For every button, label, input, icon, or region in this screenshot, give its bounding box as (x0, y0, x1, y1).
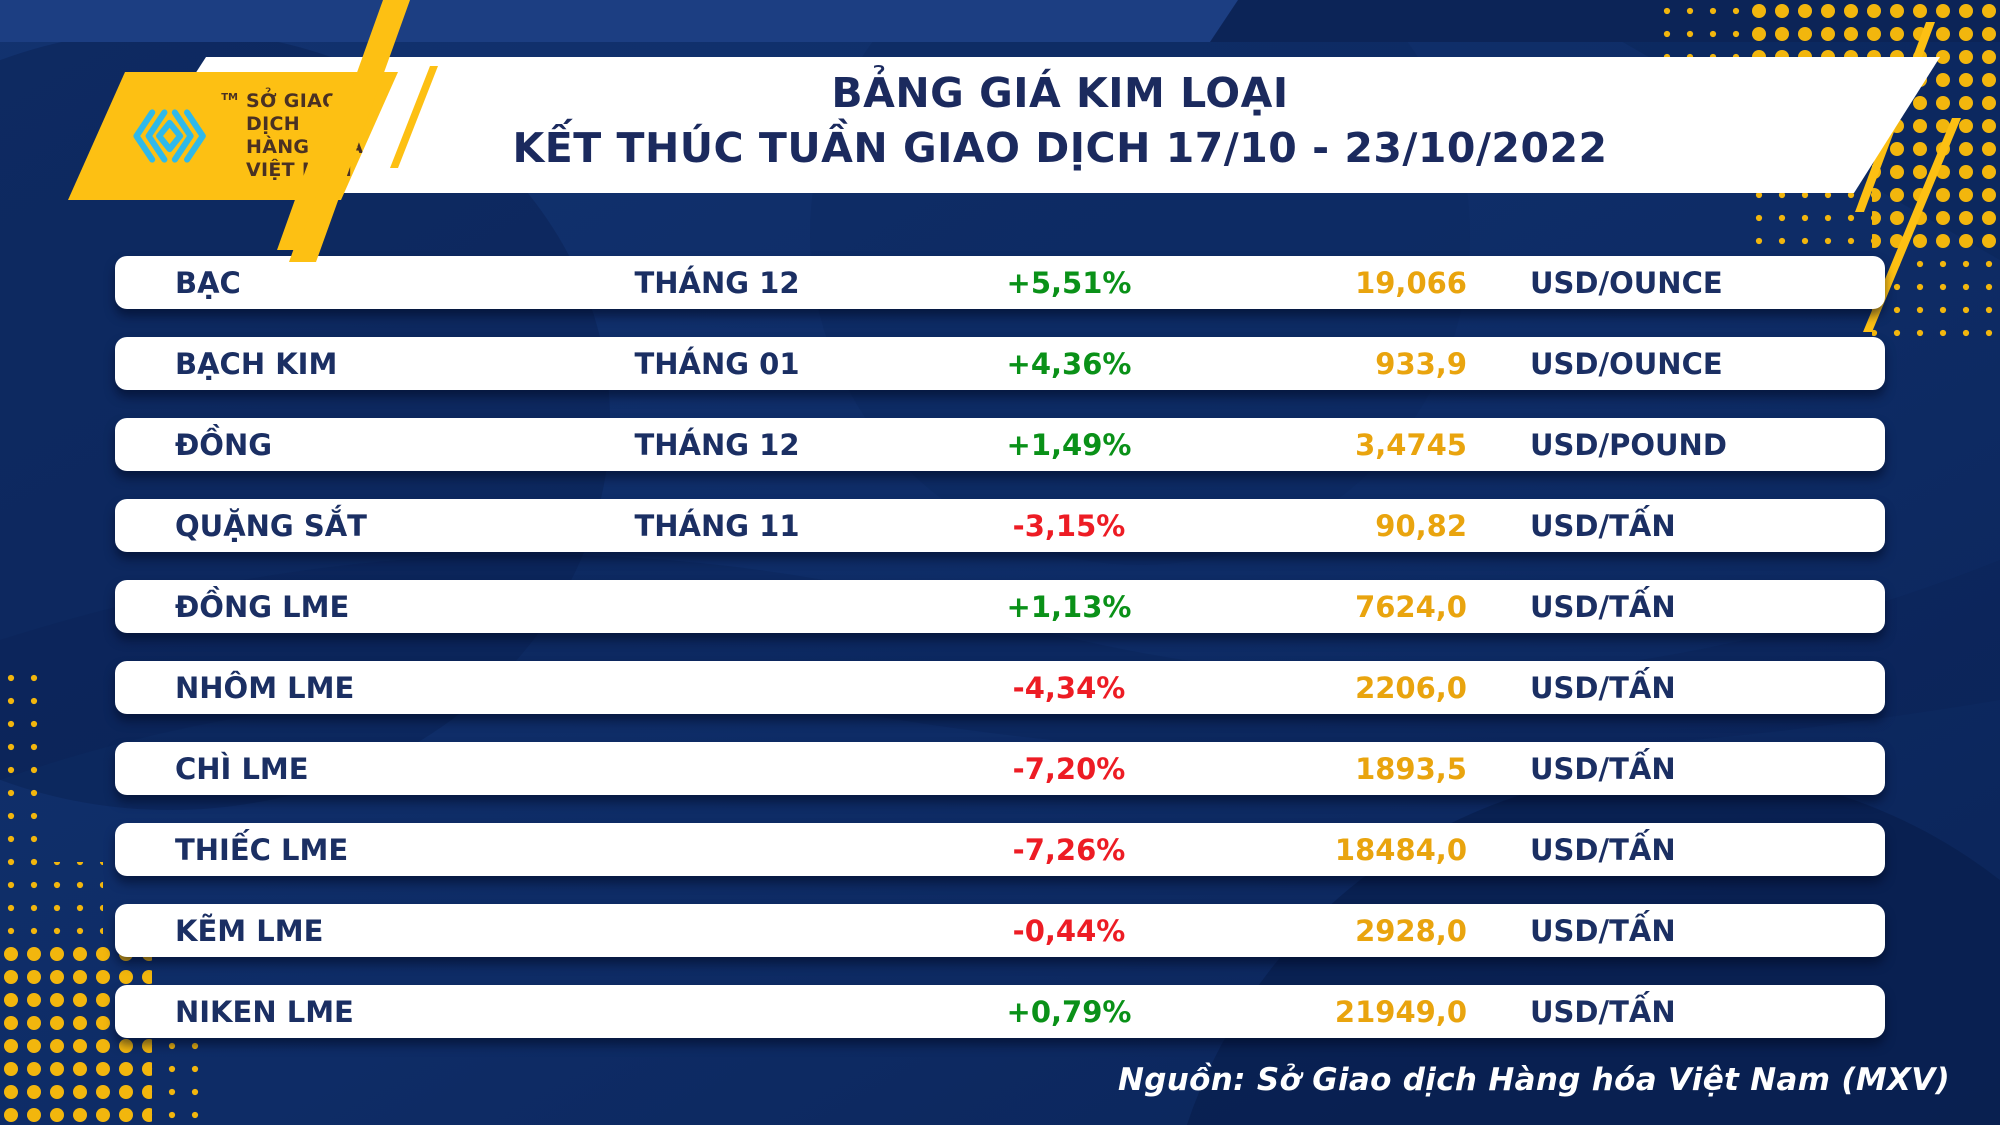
table-row: NIKEN LME +0,79% 21949,0 USD/TẤN (115, 985, 1885, 1038)
price-unit: USD/OUNCE (1530, 265, 1723, 300)
change-percent: -7,20% (1012, 751, 1126, 786)
price-unit: USD/TẤN (1530, 670, 1676, 705)
price-unit: USD/POUND (1530, 427, 1727, 462)
price-value: 21949,0 (1334, 994, 1467, 1029)
change-percent: +0,79% (1006, 994, 1132, 1029)
price-value: 3,4745 (1355, 427, 1467, 462)
change-percent: +1,49% (1006, 427, 1132, 462)
price-unit: USD/TẤN (1530, 751, 1676, 786)
price-value: 90,82 (1375, 508, 1467, 543)
mxv-logo: TM SỞ GIAO DỊCH HÀNG HÓA VIỆT NAM (68, 72, 398, 200)
price-value: 7624,0 (1355, 589, 1467, 624)
price-unit: USD/TẤN (1530, 832, 1676, 867)
table-row: ĐỒNG LME +1,13% 7624,0 USD/TẤN (115, 580, 1885, 633)
price-value: 19,066 (1355, 265, 1467, 300)
table-row: NHÔM LME -4,34% 2206,0 USD/TẤN (115, 661, 1885, 714)
commodity-name: BẠC (175, 265, 241, 300)
commodity-name: NHÔM LME (175, 670, 355, 705)
commodity-name: CHÌ LME (175, 751, 309, 786)
table-row: QUẶNG SẮT THÁNG 11 -3,15% 90,82 USD/TẤN (115, 499, 1885, 552)
price-value: 18484,0 (1334, 832, 1467, 867)
price-value: 2928,0 (1355, 913, 1467, 948)
source-note: Nguồn: Sở Giao dịch Hàng hóa Việt Nam (M… (1118, 1062, 1950, 1098)
contract-month: THÁNG 12 (634, 265, 800, 300)
table-row: BẠCH KIM THÁNG 01 +4,36% 933,9 USD/OUNCE (115, 337, 1885, 390)
price-unit: USD/OUNCE (1530, 346, 1723, 381)
change-percent: +5,51% (1006, 265, 1132, 300)
table-row: BẠC THÁNG 12 +5,51% 19,066 USD/OUNCE (115, 256, 1885, 309)
commodity-name: ĐỒNG LME (175, 589, 350, 624)
price-value: 1893,5 (1355, 751, 1467, 786)
table-row: KẼM LME -0,44% 2928,0 USD/TẤN (115, 904, 1885, 957)
contract-month: THÁNG 11 (634, 508, 800, 543)
table-row: ĐỒNG THÁNG 12 +1,49% 3,4745 USD/POUND (115, 418, 1885, 471)
trademark-symbol: TM (221, 92, 239, 103)
contract-month: THÁNG 12 (634, 427, 800, 462)
change-percent: -0,44% (1012, 913, 1126, 948)
price-unit: USD/TẤN (1530, 508, 1676, 543)
commodity-name: KẼM LME (175, 913, 324, 948)
price-unit: USD/TẤN (1530, 913, 1676, 948)
change-percent: -7,26% (1012, 832, 1126, 867)
commodity-name: NIKEN LME (175, 994, 354, 1029)
commodity-name: ĐỒNG (175, 427, 273, 462)
change-percent: +1,13% (1006, 589, 1132, 624)
price-value: 933,9 (1375, 346, 1467, 381)
page-title: BẢNG GIÁ KIM LOẠI KẾT THÚC TUẦN GIAO DỊC… (60, 66, 2000, 176)
table-row: THIẾC LME -7,26% 18484,0 USD/TẤN (115, 823, 1885, 876)
change-percent: -3,15% (1012, 508, 1126, 543)
page-title-line2: KẾT THÚC TUẦN GIAO DỊCH 17/10 - 23/10/20… (512, 124, 1608, 172)
contract-month: THÁNG 01 (634, 346, 800, 381)
price-unit: USD/TẤN (1530, 589, 1676, 624)
change-percent: +4,36% (1006, 346, 1132, 381)
commodity-name: BẠCH KIM (175, 346, 338, 381)
price-table: BẠC THÁNG 12 +5,51% 19,066 USD/OUNCE BẠCH KIM… (115, 256, 1885, 1066)
commodity-name: QUẶNG SẮT (175, 508, 367, 543)
table-row: CHÌ LME -7,20% 1893,5 USD/TẤN (115, 742, 1885, 795)
change-percent: -4,34% (1012, 670, 1126, 705)
mxv-logo-icon (126, 103, 213, 169)
price-unit: USD/TẤN (1530, 994, 1676, 1029)
page-title-line1: BẢNG GIÁ KIM LOẠI (831, 69, 1289, 117)
price-value: 2206,0 (1355, 670, 1467, 705)
commodity-name: THIẾC LME (175, 832, 349, 867)
